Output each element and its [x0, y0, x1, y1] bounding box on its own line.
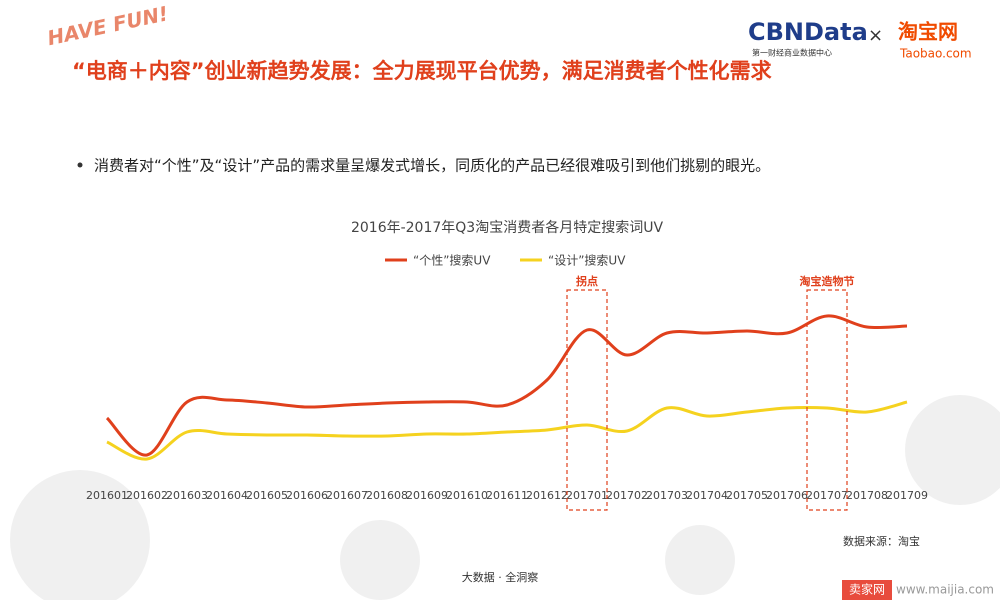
times: × — [868, 25, 883, 46]
annotation-label: 拐点 — [576, 274, 598, 288]
x-tick-label: 201601 — [86, 489, 128, 502]
watermark-name: 卖家网 — [849, 582, 885, 597]
x-tick-label: 201701 — [566, 489, 608, 502]
x-tick-label: 201604 — [206, 489, 248, 502]
partner-sub: Taobao.com — [899, 47, 972, 61]
x-tick-label: 201602 — [126, 489, 168, 502]
series-line — [106, 400, 908, 461]
legend-label: “个性”搜索UV — [413, 253, 491, 268]
x-tick-label: 201612 — [526, 489, 568, 502]
annotation-box — [566, 289, 608, 511]
x-tick-label: 201704 — [686, 489, 728, 502]
footer: 大数据 · 全洞察 — [462, 570, 539, 584]
watermark-url: www.maijia.com — [896, 583, 994, 597]
x-tick-label: 201607 — [326, 489, 368, 502]
bullet-text: 消费者对“个性”及“设计”产品的需求量呈爆发式增长，同质化的产品已经很难吸引到他… — [94, 157, 770, 175]
x-tick-label: 201611 — [486, 489, 528, 502]
x-tick-label: 201610 — [446, 489, 488, 502]
x-tick-label: 201609 — [406, 489, 448, 502]
partner: 淘宝网 — [898, 20, 958, 44]
annotation-box — [806, 289, 848, 511]
x-tick-label: 201709 — [886, 489, 928, 502]
legend-label: “设计”搜索UV — [548, 253, 626, 268]
x-tick-label: 201703 — [646, 489, 688, 502]
x-tick-label: 201603 — [166, 489, 208, 502]
slide-title: “电商＋内容”创业新趋势发展：全力展现平台优势，满足消费者个性化需求 — [72, 59, 772, 83]
x-tick-label: 201705 — [726, 489, 768, 502]
watermark-box — [842, 580, 892, 600]
x-tick-label: 201605 — [246, 489, 288, 502]
x-tick-label: 201702 — [606, 489, 648, 502]
decoration — [10, 395, 1000, 600]
title-box: “电商＋内容”创业新趋势发展：全力展现平台优势，满足消费者个性化需求 — [72, 59, 772, 83]
chart-title: 2016年-2017年Q3淘宝消费者各月特定搜索词UV — [351, 219, 663, 236]
x-tick-label: 201708 — [846, 489, 888, 502]
series-line — [105, 314, 908, 457]
chart: 2016012016022016032016042016052016062016… — [86, 253, 928, 511]
annotation-label: 淘宝造物节 — [800, 274, 855, 288]
source: 数据来源：淘宝 — [843, 534, 920, 548]
x-tick-label: 201606 — [286, 489, 328, 502]
brand: CBNData — [748, 18, 868, 46]
x-tick-label: 201608 — [366, 489, 408, 502]
x-tick-label: 201707 — [806, 489, 848, 502]
bullet-dot — [77, 162, 83, 168]
brand-sub: 第一财经商业数据中心 — [752, 48, 832, 58]
x-tick-label: 201706 — [766, 489, 808, 502]
